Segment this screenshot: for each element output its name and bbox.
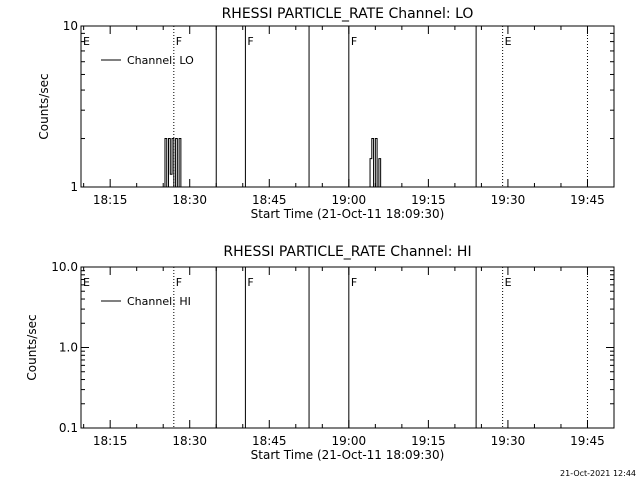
- x-tick-label: 19:15: [411, 434, 446, 448]
- x-tick-label: 18:30: [172, 193, 207, 207]
- plot-frame: [80, 25, 615, 188]
- x-tick-label: 18:15: [93, 434, 128, 448]
- flag-label: F: [351, 276, 357, 289]
- y-tick-label: 1: [70, 180, 78, 194]
- x-axis-label: Start Time (21-Oct-11 18:09:30): [251, 448, 445, 462]
- x-tick-label: 19:15: [411, 193, 446, 207]
- x-tick-label: 18:15: [93, 193, 128, 207]
- flag-label: F: [176, 276, 182, 289]
- y-tick-label: 1.0: [59, 341, 78, 355]
- panel-hi: RHESSI PARTICLE_RATE Channel: HI 18:15 18:…: [25, 244, 615, 462]
- generated-timestamp: 21-Oct-2021 12:44: [560, 469, 636, 478]
- flag-label: E: [505, 35, 512, 48]
- x-tick-label: 19:45: [570, 434, 605, 448]
- x-tick-label: 19:00: [332, 434, 367, 448]
- flag-label: E: [83, 276, 90, 289]
- series-line: [163, 138, 382, 188]
- x-tick-label: 19:00: [332, 193, 367, 207]
- flag-label: F: [247, 35, 253, 48]
- y-tick-label: 10: [63, 19, 78, 33]
- x-tick-label: 19:30: [491, 193, 526, 207]
- y-tick-label: 10.0: [51, 260, 78, 274]
- x-tick-label: 18:45: [252, 193, 287, 207]
- plot-frame: [80, 266, 615, 429]
- x-tick-label: 19:30: [491, 434, 526, 448]
- x-tick-label: 18:45: [252, 434, 287, 448]
- legend-label: Channel: HI: [127, 295, 191, 308]
- chart-title: RHESSI PARTICLE_RATE Channel: LO: [222, 6, 474, 22]
- panel-lo: RHESSI PARTICLE_RATE Channel: LO 18:15 18:…: [37, 6, 615, 221]
- flag-label: F: [176, 35, 182, 48]
- flag-label: E: [505, 276, 512, 289]
- flag-label: F: [247, 276, 253, 289]
- x-tick-label: 19:45: [570, 193, 605, 207]
- x-axis-label: Start Time (21-Oct-11 18:09:30): [251, 207, 445, 221]
- legend-label: Channel: LO: [127, 54, 194, 67]
- y-axis-label: Counts/sec: [25, 314, 39, 380]
- chart-title: RHESSI PARTICLE_RATE Channel: HI: [223, 244, 471, 260]
- y-tick-label: 0.1: [59, 421, 78, 435]
- y-axis-label: Counts/sec: [37, 73, 51, 139]
- x-tick-label: 18:30: [172, 434, 207, 448]
- flag-label: E: [83, 35, 90, 48]
- flag-label: F: [351, 35, 357, 48]
